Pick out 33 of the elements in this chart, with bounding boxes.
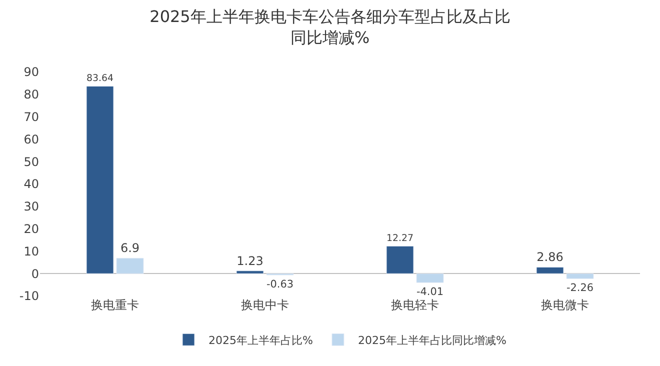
y-tick-label: 70 <box>24 110 39 124</box>
y-tick-label: 40 <box>24 177 39 192</box>
x-tick-label: 换电中卡 <box>241 298 289 312</box>
data-label: 6.9 <box>120 241 140 256</box>
y-tick-label: 50 <box>24 154 39 169</box>
x-tick-label: 换电微卡 <box>541 298 589 312</box>
bar <box>86 86 114 274</box>
data-label: 12.27 <box>386 232 414 244</box>
legend-label: 2025年上半年占比% <box>208 334 313 347</box>
bar <box>566 273 594 279</box>
data-label: -2.26 <box>566 282 594 294</box>
bar <box>116 258 144 274</box>
bar <box>386 246 414 274</box>
y-tick-label: 90 <box>24 65 39 80</box>
legend-label: 2025年上半年占比同比增减% <box>358 334 506 347</box>
bar <box>416 273 444 283</box>
y-tick-label: 60 <box>24 132 39 146</box>
chart-title: 2025年上半年换电卡车公告各细分车型占比及占比同比增减% <box>150 6 510 47</box>
x-tick-label: 换电轻卡 <box>391 298 439 312</box>
data-label: -4.01 <box>416 286 444 298</box>
x-tick-label: 换电重卡 <box>91 298 139 312</box>
data-label: 2.86 <box>536 250 564 264</box>
y-tick-label: 30 <box>24 200 39 214</box>
data-label: -0.63 <box>266 278 294 291</box>
y-tick-label: 80 <box>24 88 39 102</box>
y-tick-label: 10 <box>24 244 39 258</box>
y-tick-label: 20 <box>24 222 39 236</box>
bar <box>236 270 264 274</box>
bar <box>536 266 564 274</box>
y-tick-label: 0 <box>31 266 39 281</box>
data-label: 1.23 <box>236 254 264 268</box>
y-tick-label: -10 <box>19 289 39 304</box>
data-label: 83.64 <box>86 72 114 84</box>
